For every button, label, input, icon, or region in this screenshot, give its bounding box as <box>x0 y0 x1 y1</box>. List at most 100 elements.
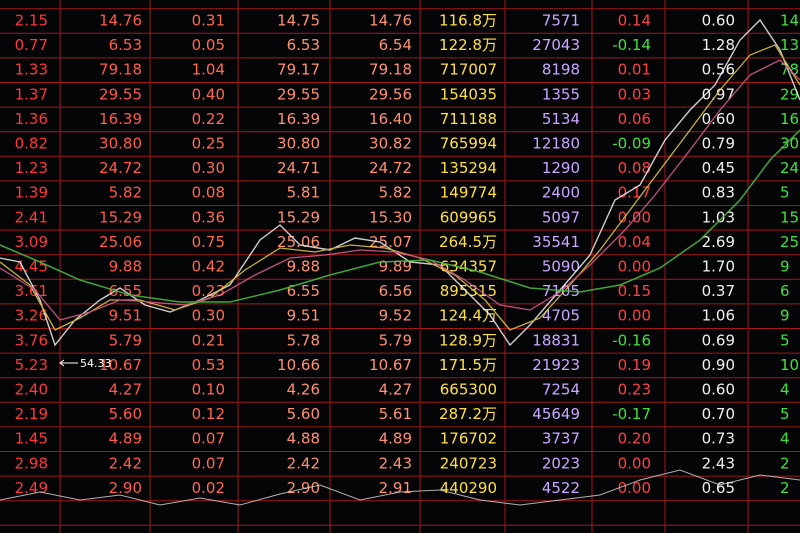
cell: 2.69 <box>702 233 735 251</box>
cell: 0.45 <box>702 159 735 177</box>
cell: 4522 <box>542 479 580 497</box>
cell: 29.56 <box>369 85 412 103</box>
cell: 9 <box>780 258 790 276</box>
cell: 149774 <box>440 184 497 202</box>
cell: 4.88 <box>287 430 320 448</box>
cell: 0.53 <box>192 356 225 374</box>
cell: 0.73 <box>702 430 735 448</box>
cell: 5.61 <box>379 405 412 423</box>
cell: 5.60 <box>109 405 142 423</box>
cell: 0.10 <box>192 381 225 399</box>
cell: 5090 <box>542 258 580 276</box>
cell: 4.89 <box>109 430 142 448</box>
cell: 0.00 <box>618 258 651 276</box>
cell: 24 <box>780 159 799 177</box>
cell: 18831 <box>532 331 580 349</box>
cell: 29 <box>780 85 799 103</box>
cell: 0.08 <box>192 184 225 202</box>
cell: 0.30 <box>192 159 225 177</box>
cell: 0.00 <box>618 454 651 472</box>
cell: 0.22 <box>192 110 225 128</box>
cell: 2.19 <box>15 405 48 423</box>
volume-line <box>0 469 800 506</box>
cell: 35541 <box>532 233 580 251</box>
cell: 4.45 <box>15 258 48 276</box>
cell: 1.36 <box>15 110 48 128</box>
cell: 21923 <box>532 356 580 374</box>
cell: 665300 <box>440 381 497 399</box>
cell: 1.28 <box>702 36 735 54</box>
cell: 24.71 <box>277 159 320 177</box>
cell: 287.2万 <box>439 405 497 423</box>
cell: 765994 <box>440 135 497 153</box>
cell: 0.70 <box>702 405 735 423</box>
cell: 0.02 <box>192 479 225 497</box>
cell: 711188 <box>440 110 497 128</box>
cell: 0.08 <box>618 159 651 177</box>
cell: 0.56 <box>702 61 735 79</box>
cell: 4.27 <box>109 381 142 399</box>
cell: 0.79 <box>702 135 735 153</box>
cell: 0.00 <box>618 208 651 226</box>
cell: 10.66 <box>277 356 320 374</box>
cell: 0.17 <box>618 184 651 202</box>
cell: 2.98 <box>15 454 48 472</box>
cell: 29.55 <box>99 85 142 103</box>
cell: 14 <box>780 12 799 30</box>
cell: 5.78 <box>287 331 320 349</box>
cell: 79.18 <box>99 61 142 79</box>
cell: 3737 <box>542 430 580 448</box>
cell: 5.60 <box>287 405 320 423</box>
cell: 440290 <box>440 479 497 497</box>
cell: 0.01 <box>618 61 651 79</box>
cell: 0.36 <box>192 208 225 226</box>
cell: 154035 <box>440 85 497 103</box>
cell: 0.21 <box>192 331 225 349</box>
cell: 0.00 <box>618 479 651 497</box>
cell: 16.40 <box>369 110 412 128</box>
cell: 609965 <box>440 208 497 226</box>
cell: 0.65 <box>702 479 735 497</box>
cell: 12180 <box>532 135 580 153</box>
cell: 264.5万 <box>439 233 497 251</box>
cell: 0.82 <box>15 135 48 153</box>
cell: 135294 <box>440 159 497 177</box>
cell: 0.31 <box>192 12 225 30</box>
cell: 24.72 <box>99 159 142 177</box>
cell: 1.45 <box>15 430 48 448</box>
cell: 0.25 <box>192 135 225 153</box>
cell: 1.04 <box>192 61 225 79</box>
cell: 4.27 <box>379 381 412 399</box>
cell: 30 <box>780 135 799 153</box>
cell: 24.72 <box>369 159 412 177</box>
cell: 14.76 <box>99 12 142 30</box>
cell: 0.15 <box>618 282 651 300</box>
cell: 0.60 <box>702 381 735 399</box>
cell: 2.90 <box>287 479 320 497</box>
cell: 1.37 <box>15 85 48 103</box>
cell: 895315 <box>440 282 497 300</box>
cell: 13 <box>780 36 799 54</box>
cell: 9.51 <box>287 307 320 325</box>
cell: 0.20 <box>618 430 651 448</box>
cell: 4.89 <box>379 430 412 448</box>
annotation-group: 54.33 <box>59 357 112 370</box>
cell: 2400 <box>542 184 580 202</box>
cell: 16 <box>780 110 799 128</box>
cell: 116.8万 <box>439 12 497 30</box>
cell: 1.39 <box>15 184 48 202</box>
cell: 15 <box>780 208 799 226</box>
cell: 5 <box>780 405 790 423</box>
cell: 79.17 <box>277 61 320 79</box>
cell: 2.40 <box>15 381 48 399</box>
cell: 1355 <box>542 85 580 103</box>
cell: 6.55 <box>287 282 320 300</box>
cell: 30.82 <box>369 135 412 153</box>
cell: 2 <box>780 454 790 472</box>
cell: 7571 <box>542 12 580 30</box>
cell: 0.00 <box>618 307 651 325</box>
cell: 128.9万 <box>439 331 497 349</box>
cell: 1290 <box>542 159 580 177</box>
cell: 5134 <box>542 110 580 128</box>
cell: -0.14 <box>612 36 651 54</box>
